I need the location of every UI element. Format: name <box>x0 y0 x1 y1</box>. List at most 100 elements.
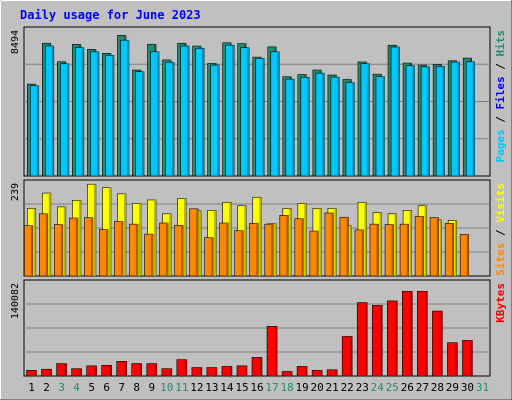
bar-shade <box>226 223 229 276</box>
bar-shade <box>301 218 304 276</box>
bar-shade <box>352 82 355 176</box>
bar-shade <box>349 225 352 276</box>
scale-max-label: 140082 <box>10 283 21 319</box>
bar-shade <box>105 229 108 276</box>
bar-shade <box>440 311 443 376</box>
bar-shade <box>126 40 129 176</box>
bar-shade <box>380 305 383 376</box>
bar-shade <box>277 51 280 177</box>
bar-shade <box>169 368 172 376</box>
bar-shade <box>135 224 138 276</box>
x-tick-label: 8 <box>133 381 140 394</box>
bar-shade <box>48 193 51 276</box>
x-tick-label: 27 <box>416 381 429 394</box>
bar-shade <box>274 223 277 276</box>
side-label-kbytes: KBytes <box>494 283 507 323</box>
side-label-visits: Visits <box>494 183 507 223</box>
bar-shade <box>94 365 97 376</box>
bar-shade <box>151 234 154 276</box>
scale-max-label: 239 <box>10 183 21 201</box>
x-tick-label: 5 <box>88 381 95 394</box>
x-tick-label: 3 <box>58 381 65 394</box>
bar-shade <box>154 363 157 376</box>
x-tick-label: 10 <box>160 381 173 394</box>
panel-pages_files_hits: 8494 <box>10 26 491 177</box>
bar-shade <box>241 230 244 276</box>
x-tick-label: 4 <box>73 381 80 394</box>
chart-panels: 8494 239 140082 <box>10 26 491 377</box>
bar-shade <box>470 340 473 376</box>
bar-shade <box>93 184 96 276</box>
bar-shade <box>60 224 63 276</box>
bar-shade <box>172 62 175 176</box>
x-tick-label: 14 <box>220 381 234 394</box>
bar-shade <box>451 223 454 276</box>
x-tick-label: 19 <box>295 381 308 394</box>
bar-shade <box>214 367 217 376</box>
x-tick-label: 13 <box>205 381 218 394</box>
side-label-separator: / <box>494 57 507 77</box>
bar-shade <box>454 220 457 276</box>
bar-shade <box>304 203 307 276</box>
bar-shade <box>397 47 400 176</box>
bar-shade <box>334 208 337 276</box>
bar-shade <box>364 202 367 276</box>
bar-shade <box>305 366 308 376</box>
bar-shade <box>96 51 99 177</box>
side-label-sites: Sites <box>494 243 507 276</box>
bar-shade <box>424 205 427 276</box>
bar-shade <box>63 206 66 276</box>
x-tick-label: 7 <box>118 381 125 394</box>
bar-shade <box>259 197 262 276</box>
x-tick-label: 18 <box>280 381 293 394</box>
bar-shade <box>322 73 325 176</box>
bar-shade <box>275 326 278 376</box>
bar-shade <box>217 65 220 176</box>
bar-shade <box>66 63 69 176</box>
x-tick-label: 12 <box>190 381 203 394</box>
bar-shade <box>320 370 323 376</box>
scale-max-label: 8494 <box>10 30 21 54</box>
side-label-separator: / <box>494 223 507 243</box>
x-tick-label: 17 <box>265 381 278 394</box>
bar-shade <box>199 210 202 276</box>
x-tick-label: 26 <box>401 381 414 394</box>
bar-shade <box>81 47 84 177</box>
x-axis-labels: 1 2 3 4 5 6 7 8 9 10 11 12 13 14 15 16 17 18 19 20 21 22 23 24 2… <box>28 381 489 394</box>
bar-shade <box>202 48 205 176</box>
side-label-files: Files <box>494 76 507 109</box>
x-tick-label: 22 <box>341 381 354 394</box>
bar-shade <box>138 203 141 276</box>
x-tick-label: 28 <box>431 381 444 394</box>
bar-shade <box>124 361 127 376</box>
x-tick-label: 1 <box>28 381 35 394</box>
bar-shade <box>436 217 439 276</box>
bar-shade <box>199 367 202 376</box>
bar-shade <box>290 371 293 376</box>
bar-shade <box>292 79 295 176</box>
bar-shade <box>337 77 340 176</box>
x-tick-label: 6 <box>103 381 110 394</box>
bar-shade <box>184 198 187 276</box>
bar-shade <box>262 58 265 177</box>
bar-shade <box>466 234 469 276</box>
x-tick-label: 29 <box>446 381 459 394</box>
bar-shade <box>51 46 54 177</box>
bar-shade <box>412 65 415 176</box>
bar-shade <box>232 45 235 176</box>
bar-shade <box>75 218 78 276</box>
bar-shade <box>331 213 334 276</box>
side-legend-labels: Pages / Files / Hits Sites / Visits KBytes <box>494 30 507 323</box>
bar-shade <box>421 216 424 276</box>
bar-shade <box>166 223 169 276</box>
bar-shade <box>187 46 190 177</box>
bar-shade <box>229 202 232 276</box>
x-tick-label: 20 <box>311 381 324 394</box>
bar-shade <box>211 237 214 276</box>
bar-shade <box>123 193 126 276</box>
x-tick-label: 23 <box>356 381 369 394</box>
bar-shade <box>391 224 394 276</box>
bar-shade <box>439 219 442 276</box>
bar-shade <box>457 62 460 176</box>
bar-shade <box>425 291 428 376</box>
